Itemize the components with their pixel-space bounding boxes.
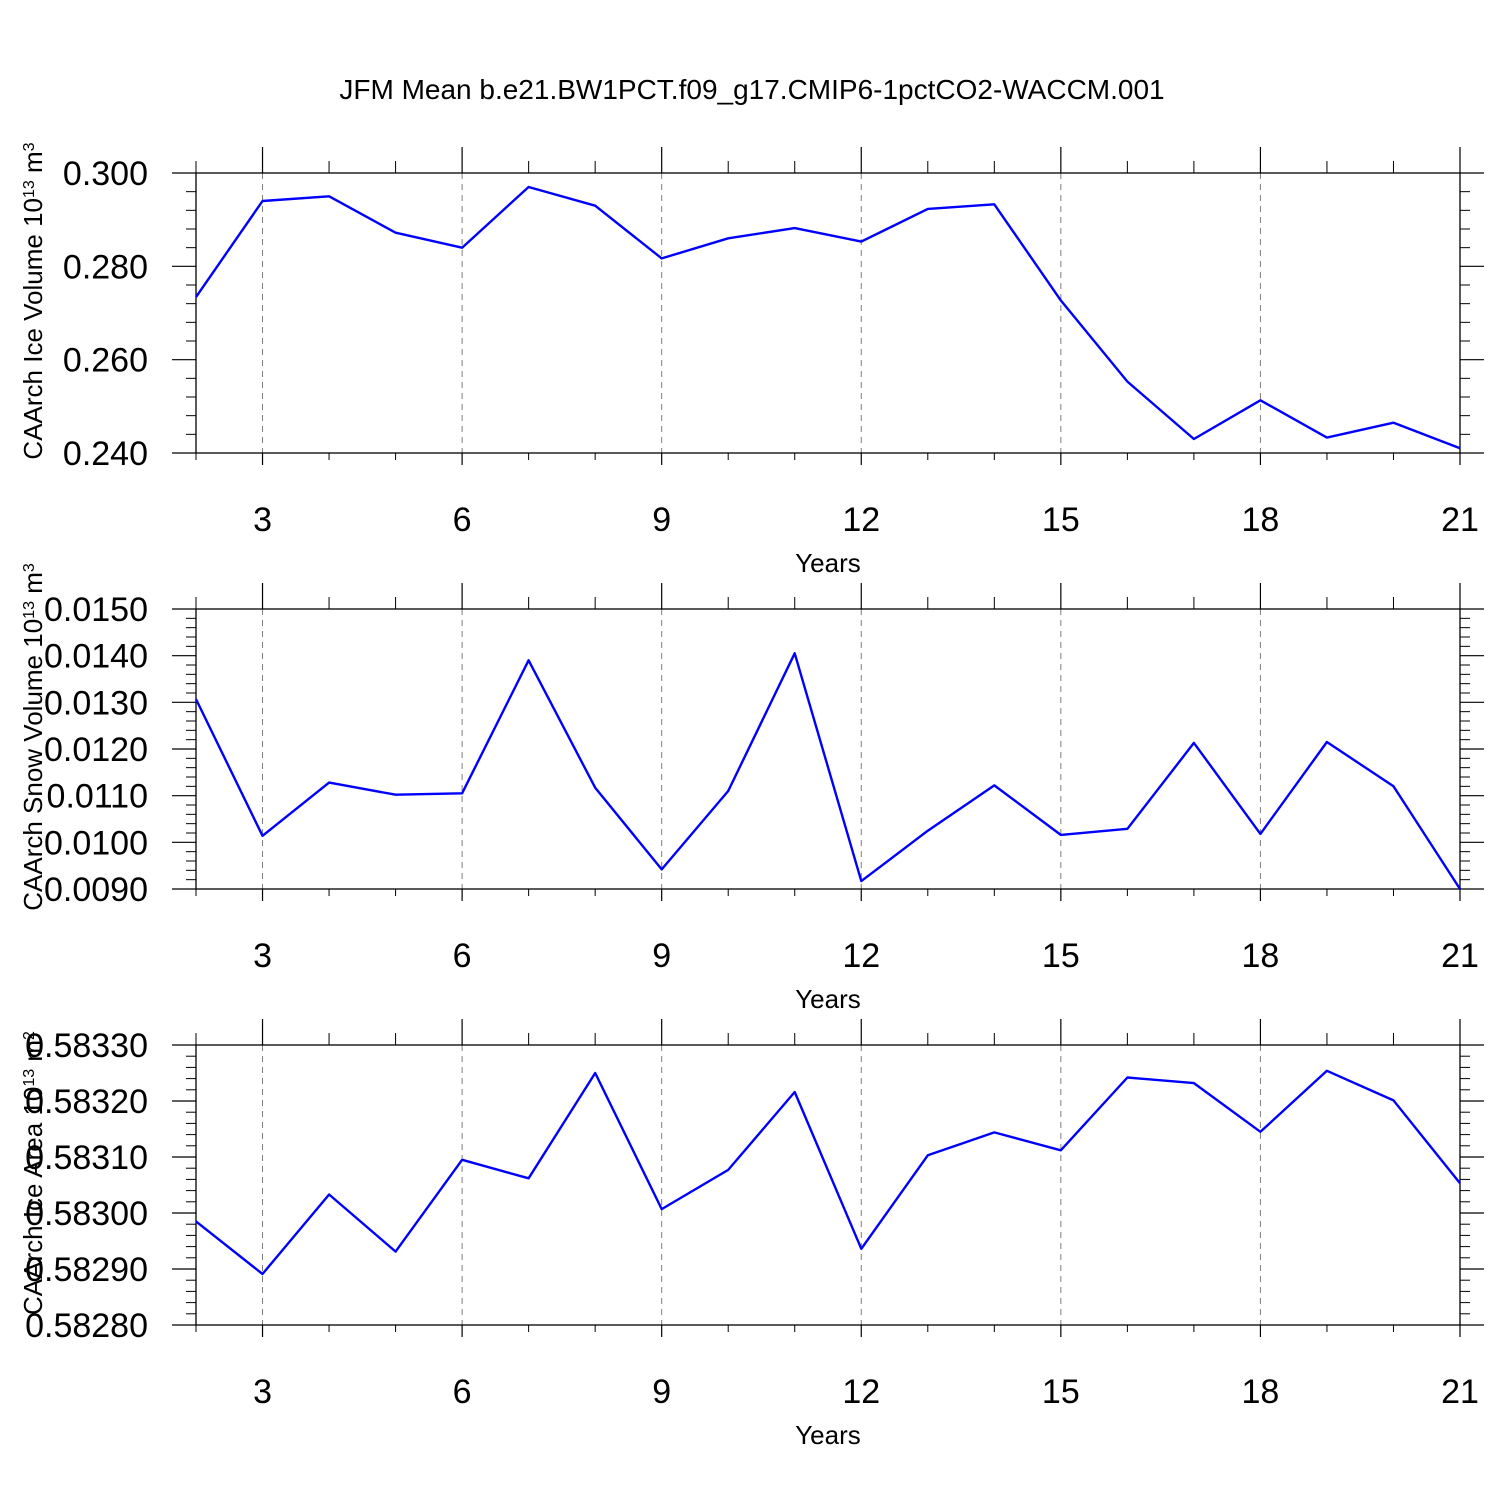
x-tick-label: 12 [842, 501, 880, 539]
y-tick-label: 0.58310 [25, 1139, 148, 1177]
chart-title: JFM Mean b.e21.BW1PCT.f09_g17.CMIP6-1pct… [339, 74, 1164, 105]
y-axis-title-part: m [18, 572, 48, 601]
y-tick-label: 0.0120 [44, 731, 148, 769]
x-tick-label: 15 [1042, 501, 1080, 539]
y-tick-label: 0.0110 [47, 778, 148, 816]
x-tick-label: 3 [253, 501, 272, 539]
panel-1: 3 6 9 12 15 18 21 0.240 0.260 0.280 0.300 Years CAAr… [18, 142, 1484, 578]
y-axis-title: CAArch Ice Volume 1013 m3 [18, 142, 48, 459]
y-tick-label: 0.0130 [44, 684, 148, 722]
y-tick-label: 0.58290 [25, 1251, 148, 1289]
y-tick-label: 0.58330 [25, 1027, 148, 1065]
chart-panels: 3 6 9 12 15 18 21 0.240 0.260 0.280 0.300 Years CAAr… [18, 142, 1484, 1450]
x-tick-label: 21 [1441, 937, 1479, 975]
y-axis-title: CAArch Ice Area 1013 m2 [18, 1031, 48, 1315]
x-tick-label: 12 [842, 937, 880, 975]
y-axis-title-part: CAArch Ice Volume 10 [18, 198, 48, 460]
panel-2: 3 6 9 12 15 18 21 0.0090 0.0100 0.0110 0.0120 0.013… [18, 563, 1484, 1014]
y-tick-label: 0.0100 [44, 824, 148, 862]
x-tick-label: 18 [1242, 937, 1280, 975]
y-tick-label: 0.300 [63, 155, 148, 193]
y-axis-title-part: m [18, 151, 48, 180]
x-tick-label: 6 [453, 937, 472, 975]
y-tick-label: 0.0140 [44, 638, 148, 676]
x-tick-label: 9 [652, 937, 671, 975]
y-tick-label: 0.58280 [25, 1307, 148, 1345]
y-axis-title-part: m [18, 1040, 48, 1069]
series-line [195, 185, 1461, 450]
x-tick-label: 18 [1242, 501, 1280, 539]
x-tick-label: 21 [1441, 501, 1479, 539]
plot-frame [195, 1044, 1461, 1326]
x-axis-title: Years [795, 548, 861, 578]
x-tick-label: 21 [1441, 1373, 1479, 1411]
x-axis-title: Years [795, 984, 861, 1014]
y-axis-title-superscript: 3 [21, 563, 38, 572]
y-tick-label: 0.58320 [25, 1083, 148, 1121]
x-tick-label: 12 [842, 1373, 880, 1411]
plot-frame [195, 172, 1461, 454]
x-tick-label: 6 [453, 501, 472, 539]
y-axis-title-part: CAArch Snow Volume 10 [18, 619, 48, 911]
y-tick-label: 0.58300 [25, 1195, 148, 1233]
series-line [195, 1069, 1461, 1276]
x-tick-label: 6 [453, 1373, 472, 1411]
y-axis-title: CAArch Snow Volume 1013 m3 [18, 563, 48, 911]
x-tick-label: 9 [652, 501, 671, 539]
x-tick-label: 15 [1042, 1373, 1080, 1411]
y-tick-label: 0.280 [63, 248, 148, 286]
series-line [194, 652, 1462, 890]
y-axis-title-superscript: 13 [21, 180, 38, 198]
y-tick-label: 0.260 [63, 342, 148, 380]
x-tick-label: 18 [1242, 1373, 1280, 1411]
y-axis-title-superscript: 2 [21, 1031, 38, 1040]
y-axis-title-superscript: 13 [21, 601, 38, 619]
panel-3: 3 6 9 12 15 18 21 0.58280 0.58290 0.58300 0.58310 0… [18, 1019, 1484, 1450]
x-tick-label: 3 [253, 1373, 272, 1411]
x-tick-label: 3 [253, 937, 272, 975]
y-tick-label: 0.0090 [44, 871, 148, 909]
y-axis-title-superscript: 3 [21, 142, 38, 151]
y-tick-label: 0.240 [63, 435, 148, 473]
x-axis-title: Years [795, 1420, 861, 1450]
y-tick-label: 0.0150 [44, 591, 148, 629]
y-axis-title-superscript: 13 [21, 1069, 38, 1087]
plot-frame [195, 608, 1461, 890]
x-tick-label: 15 [1042, 937, 1080, 975]
y-axis-title-part: CAArch Ice Area 10 [18, 1087, 48, 1315]
x-tick-label: 9 [652, 1373, 671, 1411]
